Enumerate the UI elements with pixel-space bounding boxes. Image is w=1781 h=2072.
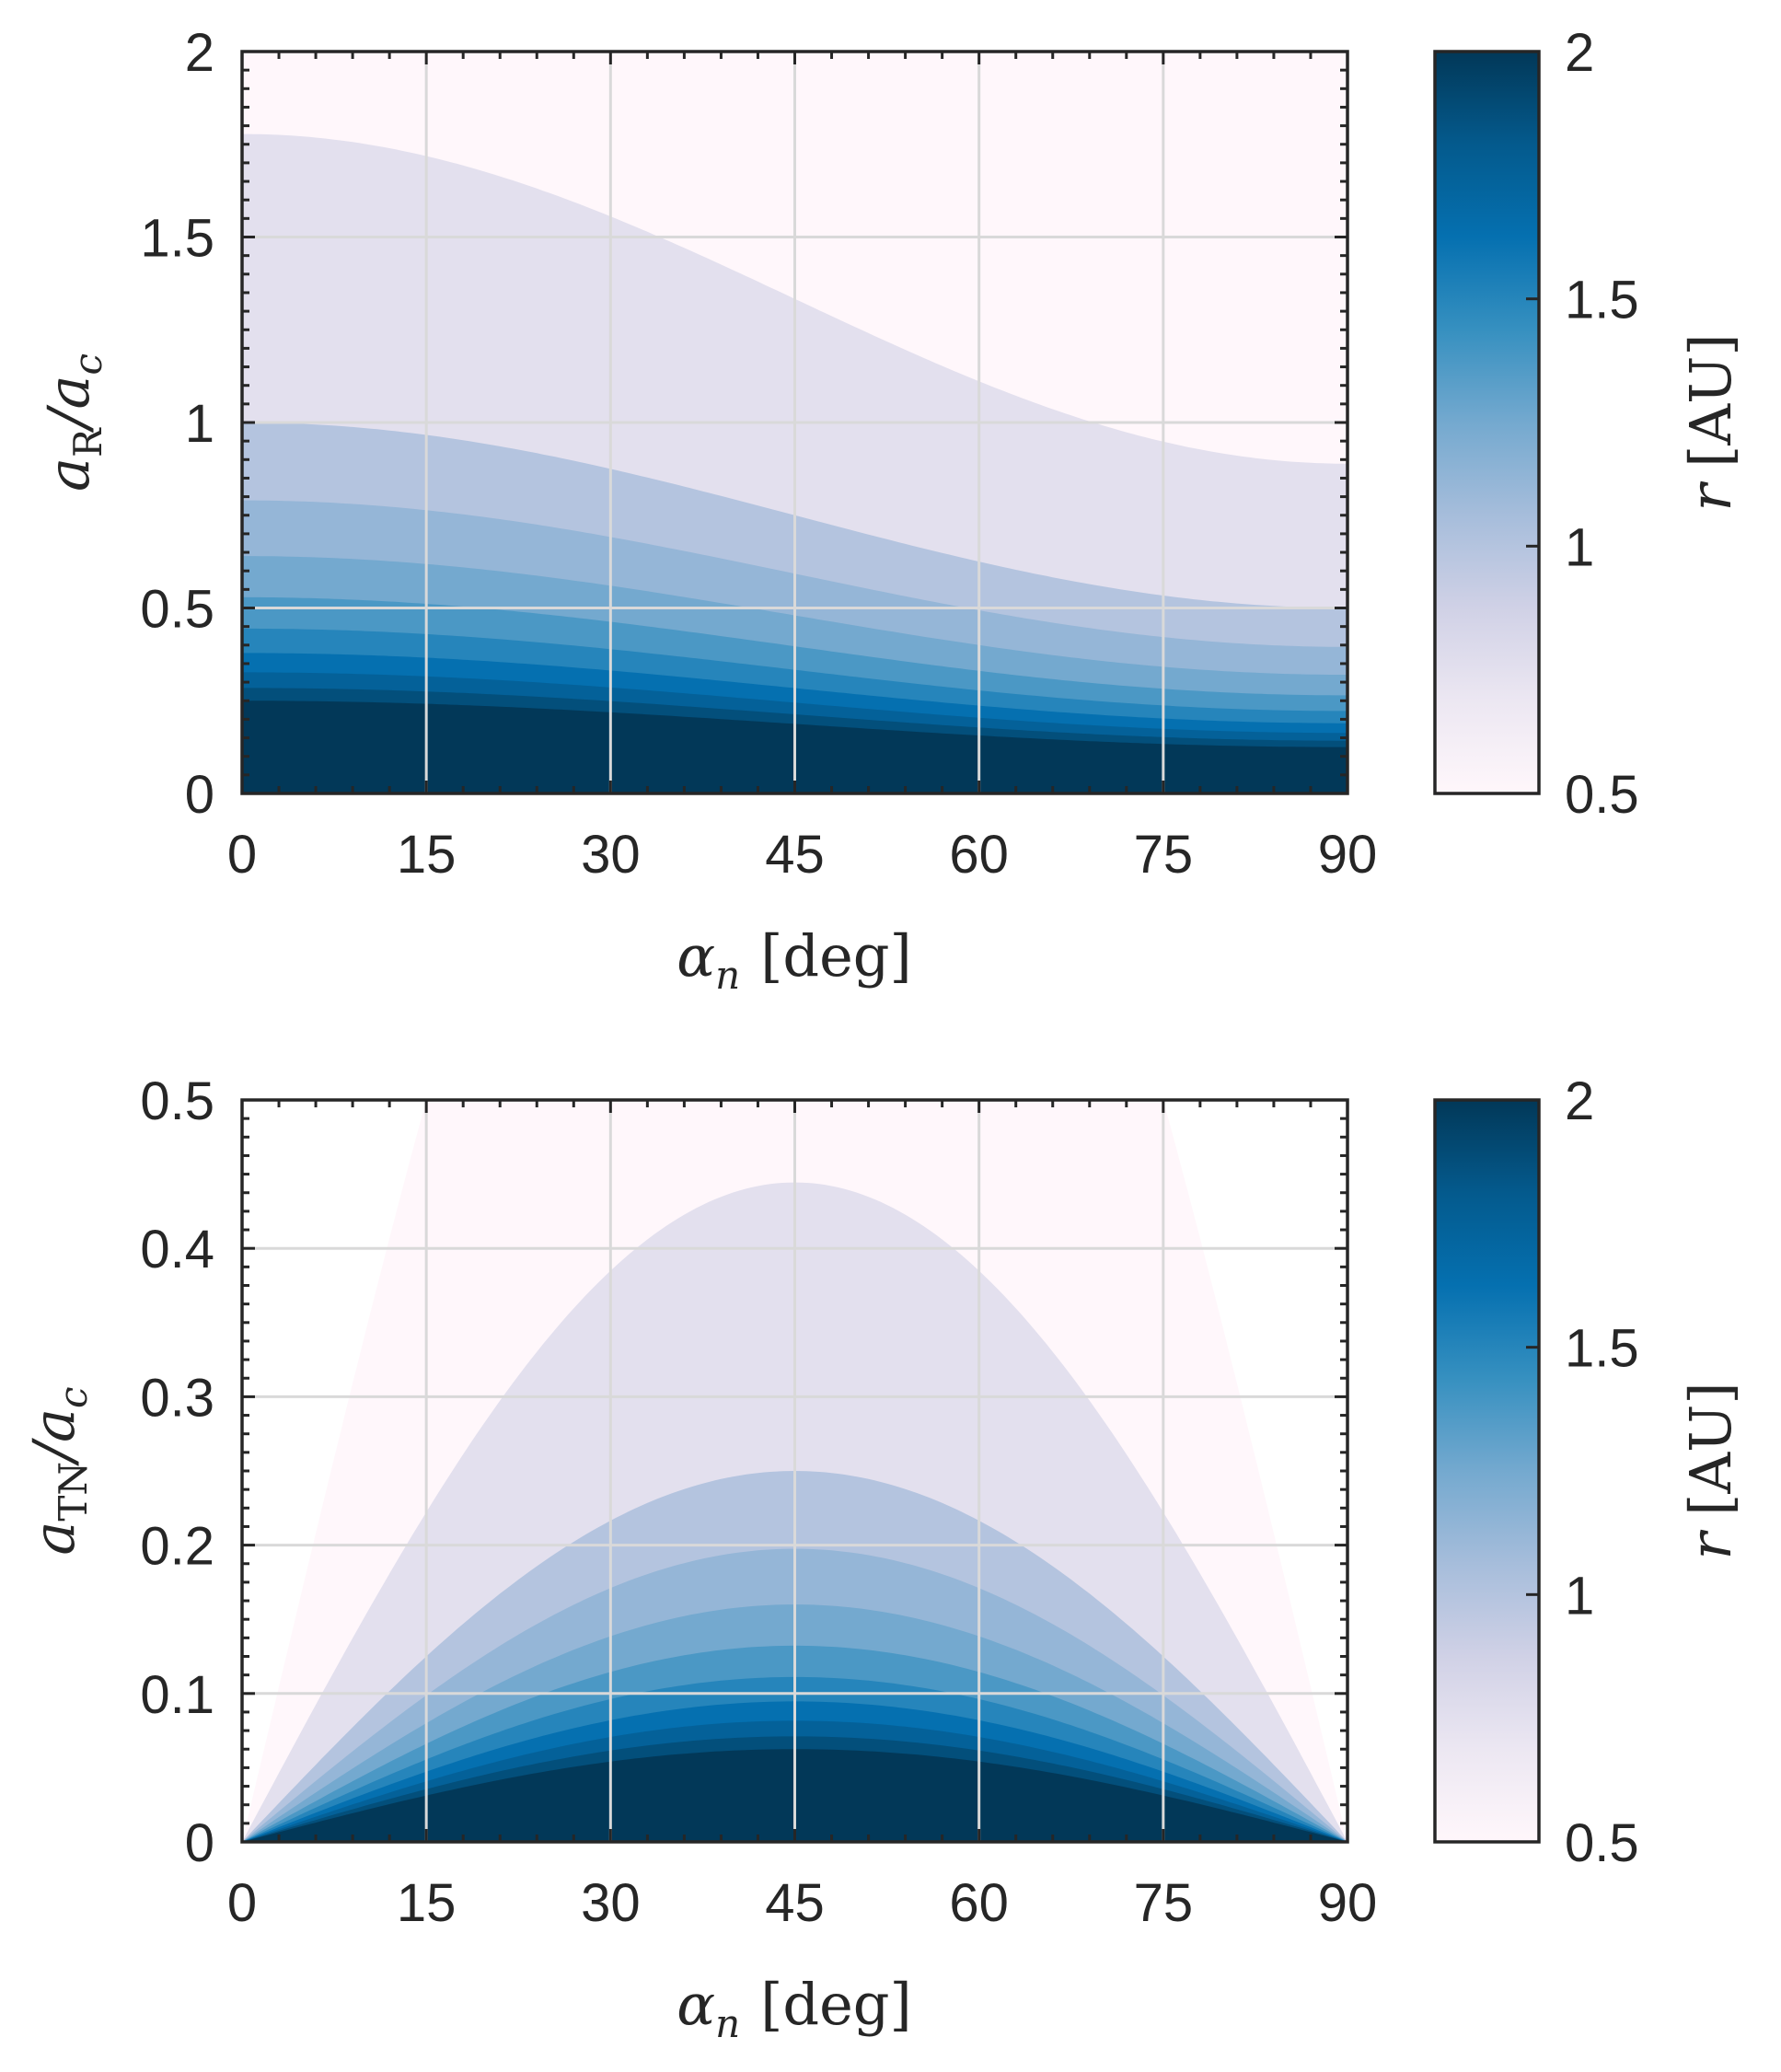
- y-tick-label: 0: [185, 1813, 214, 1873]
- x-tick-label: 75: [1134, 1873, 1194, 1933]
- bottom-chart-x-tick-labels: 0 15 30 45 60 75 90: [227, 1873, 1377, 1933]
- colorbar-tick-label: 1.5: [1565, 271, 1639, 330]
- x-tick-label: 15: [397, 825, 457, 885]
- colorbar-tick-label: 1: [1565, 517, 1594, 577]
- y-tick-label: 1: [185, 394, 214, 454]
- x-tick-label: 60: [949, 825, 1009, 885]
- colorbar-tick-label: 0.5: [1565, 1813, 1639, 1873]
- y-tick-label: 0.3: [140, 1368, 214, 1428]
- y-tick-label: 0.5: [140, 1071, 214, 1131]
- x-tick-label: 30: [581, 1873, 641, 1933]
- top-chart-y-tick-labels: 0 0.5 1 1.5 2: [140, 23, 214, 825]
- bottom-chart-grid: [242, 1100, 1347, 1842]
- bottom-chart-ticks: [240, 1098, 1349, 1844]
- bottom-colorbar-ticks: 0.5 1 1.5 2: [1526, 1071, 1639, 1873]
- y-tick-label: 0.1: [140, 1665, 214, 1725]
- x-tick-label: 60: [949, 1873, 1009, 1933]
- colorbar-tick-label: 1.5: [1565, 1319, 1639, 1379]
- top-chart-ticks: [240, 50, 1349, 795]
- x-tick-label: 75: [1134, 825, 1194, 885]
- x-tick-label: 45: [765, 1873, 825, 1933]
- colorbar-tick-label: 2: [1565, 1071, 1594, 1131]
- top-colorbar: [1433, 50, 1541, 795]
- y-tick-label: 1.5: [140, 209, 214, 269]
- top-chart-grid: [242, 52, 1347, 793]
- y-tick-label: 0.2: [140, 1517, 214, 1577]
- bottom-chart-y-tick-labels: 0 0.1 0.2 0.3 0.4 0.5: [140, 1071, 214, 1873]
- bottom-colorbar: [1433, 1098, 1541, 1844]
- bottom-chart: 0 15 30 45 60 75 90 0 0.1 0.2 0.3 0.4 0.5 αn [deg] a…: [20, 1071, 1744, 2046]
- top-colorbar-ticks: 0.5 1 1.5 2: [1526, 23, 1639, 825]
- x-tick-label: 90: [1318, 825, 1378, 885]
- top-chart-y-axis-label: aR/ac: [35, 353, 110, 492]
- x-tick-label: 45: [765, 825, 825, 885]
- x-tick-label: 15: [397, 1873, 457, 1933]
- y-tick-label: 0: [185, 765, 214, 825]
- bottom-chart-x-axis-label: αn [deg]: [677, 1971, 911, 2046]
- top-colorbar-label: r[AU]: [1677, 333, 1744, 511]
- top-chart-x-tick-labels: 0 15 30 45 60 75 90: [227, 825, 1377, 885]
- x-tick-label: 30: [581, 825, 641, 885]
- y-tick-label: 2: [185, 23, 214, 83]
- colorbar-tick-label: 2: [1565, 23, 1594, 83]
- colorbar-tick-label: 1: [1565, 1566, 1594, 1626]
- top-chart-x-axis-label: αn [deg]: [677, 922, 911, 998]
- bottom-chart-y-axis-label: aTN/ac: [20, 1386, 96, 1555]
- x-tick-label: 0: [227, 825, 257, 885]
- bottom-colorbar-label: r[AU]: [1677, 1382, 1744, 1559]
- x-tick-label: 0: [227, 1873, 257, 1933]
- top-chart: 0 15 30 45 60 75 90 0 0.5 1 1.5 2 αn [deg] aR/ac 0.…: [35, 23, 1744, 998]
- x-tick-label: 90: [1318, 1873, 1378, 1933]
- y-tick-label: 0.4: [140, 1220, 214, 1279]
- y-tick-label: 0.5: [140, 580, 214, 640]
- colorbar-tick-label: 0.5: [1565, 765, 1639, 825]
